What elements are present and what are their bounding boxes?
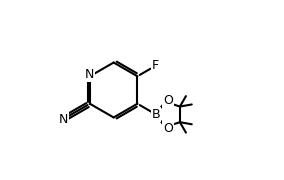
Text: N: N <box>84 68 94 81</box>
Text: O: O <box>163 122 173 135</box>
Text: B: B <box>152 108 160 121</box>
Text: O: O <box>163 94 173 107</box>
Text: N: N <box>59 112 68 126</box>
Text: F: F <box>152 59 159 72</box>
